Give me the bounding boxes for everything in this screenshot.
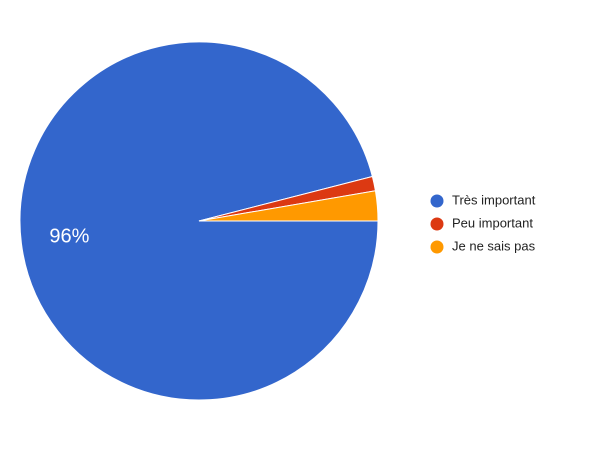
pie-slice (19, 41, 379, 401)
pie-slice (198, 190, 379, 222)
legend-marker (430, 194, 444, 208)
legend-marker (430, 240, 444, 254)
slice-label: 96% (49, 226, 89, 248)
legend-label: Peu important (452, 215, 533, 230)
legend-label: Je ne sais pas (452, 238, 536, 253)
legend-label: Très important (452, 192, 536, 207)
legend-marker (430, 217, 444, 231)
